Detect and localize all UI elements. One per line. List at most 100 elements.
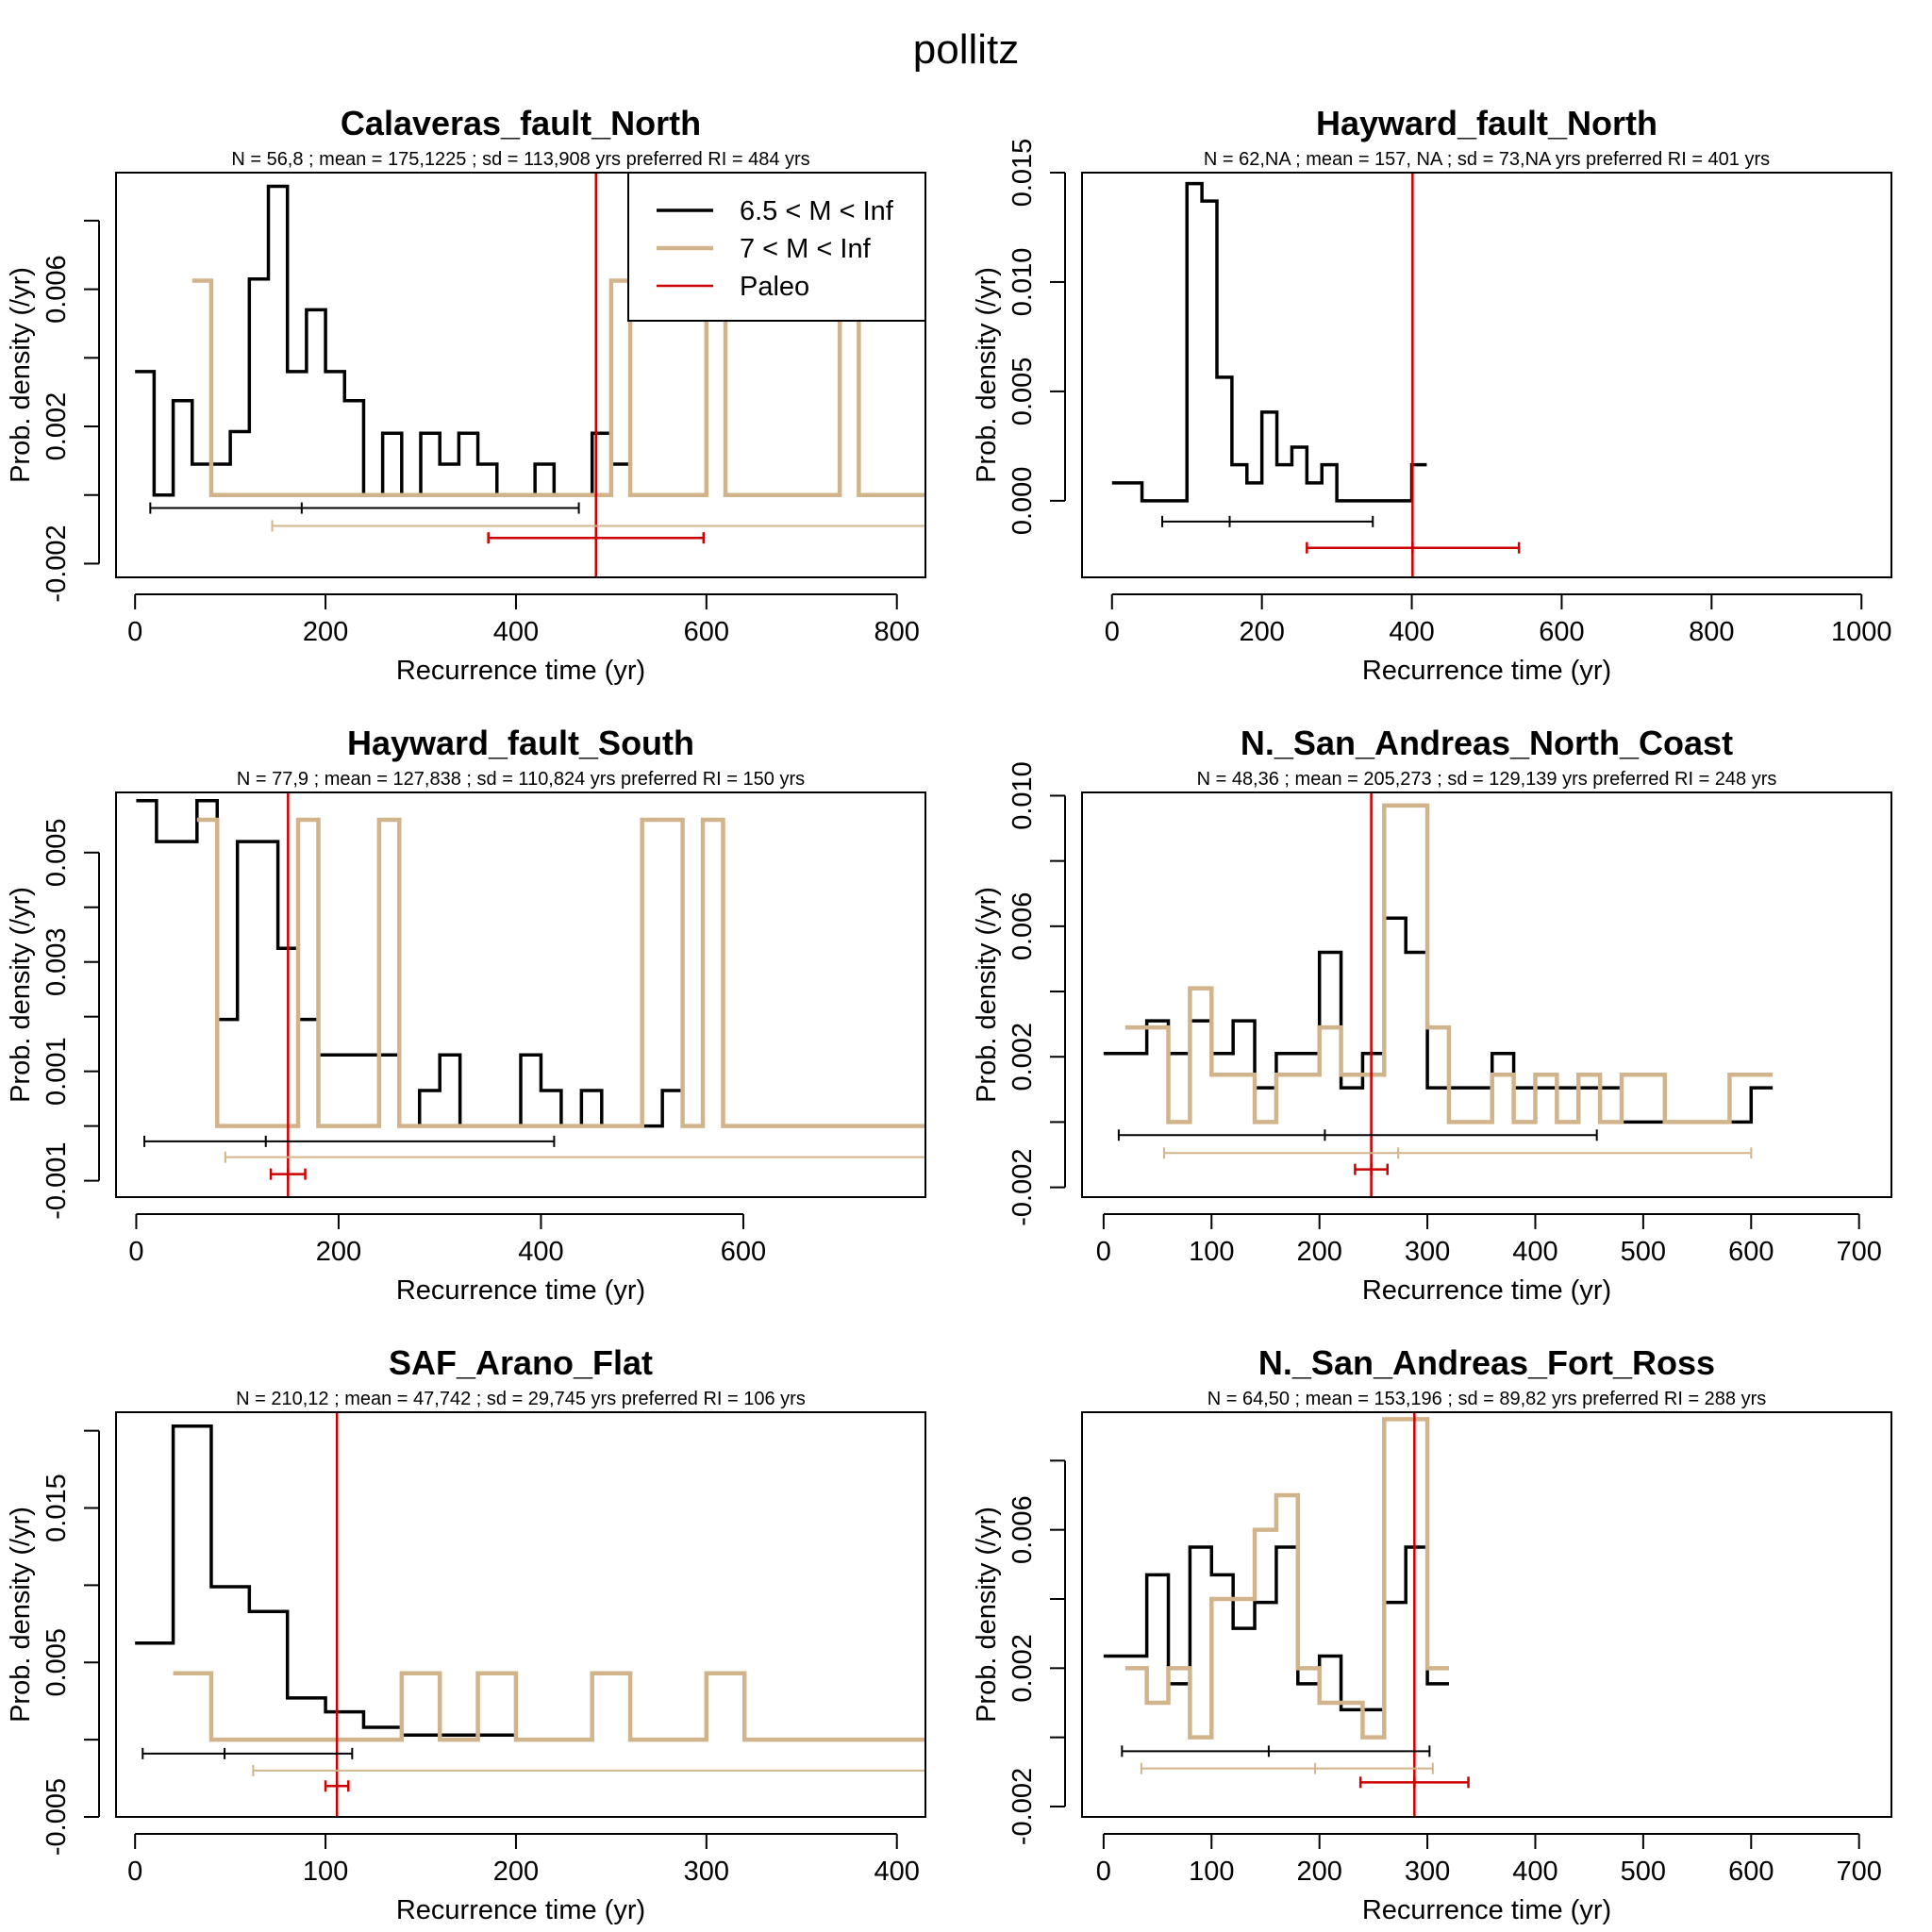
x-tick-label: 600 [684, 617, 729, 647]
legend: 6.5 < M < Inf 7 < M < Inf Paleo [627, 172, 926, 322]
x-tick-label: 400 [1389, 617, 1434, 647]
x-tick-label: 400 [1512, 1857, 1557, 1887]
x-tick-label: 500 [1621, 1857, 1666, 1887]
series-line-m65 [136, 798, 704, 1128]
plot-area [136, 792, 925, 1197]
plot-frame [1081, 172, 1892, 578]
x-tick-label: 400 [493, 617, 539, 647]
x-axis-label: Recurrence time (yr) [396, 1275, 645, 1306]
y-axis-label: Prob. density (/yr) [6, 267, 36, 483]
panel-subtitle: N = 77,9 ; mean = 127,838 ; sd = 110,824… [237, 769, 805, 790]
y-tick-label: 0.015 [42, 1474, 72, 1542]
x-tick-label: 200 [1239, 617, 1284, 647]
panel-title: N._San_Andreas_North_Coast [1241, 724, 1733, 762]
y-tick-label: -0.005 [42, 1778, 72, 1856]
y-tick-label: 0.002 [42, 392, 72, 461]
x-axis-label: Recurrence time (yr) [1362, 1895, 1611, 1925]
x-tick-label: 200 [303, 617, 348, 647]
panel-title: Calaveras_fault_North [341, 104, 701, 142]
panel-2: Hayward_fault_North N = 62,NA ; mean = 15… [972, 104, 1892, 686]
y-axis-label: Prob. density (/yr) [972, 887, 1002, 1103]
plot-frame [1081, 791, 1892, 1198]
series-line-m7 [1124, 1417, 1449, 1740]
plot-area [135, 1412, 925, 1817]
plot-frame [115, 791, 926, 1198]
x-tick-label: 0 [1096, 1237, 1111, 1267]
x-tick-label: 600 [1728, 1237, 1774, 1267]
series-line-m7 [1124, 803, 1774, 1124]
y-tick-label: 0.015 [1008, 139, 1038, 208]
panel-subtitle: N = 62,NA ; mean = 157, NA ; sd = 73,NA … [1204, 149, 1770, 170]
x-tick-label: 0 [1105, 617, 1120, 647]
y-tick-label: 0.010 [1008, 248, 1038, 317]
x-tick-label: 600 [721, 1237, 766, 1267]
panel-6: N._San_Andreas_Fort_Ross N = 64,50 ; mean… [972, 1343, 1892, 1925]
x-tick-label: 200 [493, 1857, 539, 1887]
y-tick-label: 0.005 [1008, 358, 1038, 426]
x-tick-label: 100 [1189, 1237, 1234, 1267]
panel-subtitle: N = 64,50 ; mean = 153,196 ; sd = 89,82 … [1208, 1389, 1767, 1409]
x-tick-label: 600 [1539, 617, 1584, 647]
x-tick-label: 0 [127, 1857, 142, 1887]
x-axis-label: Recurrence time (yr) [396, 656, 645, 686]
y-tick-label: 0.010 [1008, 761, 1038, 830]
panel-title: Hayward_fault_South [347, 724, 694, 762]
x-axis-label: Recurrence time (yr) [1362, 1275, 1611, 1306]
y-tick-label: 0.002 [1008, 1634, 1038, 1703]
x-tick-label: 400 [874, 1857, 920, 1887]
y-tick-label: 0.001 [42, 1037, 72, 1106]
x-tick-label: 400 [518, 1237, 563, 1267]
series-line-m7 [173, 1671, 925, 1742]
panel-subtitle: N = 210,12 ; mean = 47,742 ; sd = 29,745… [236, 1389, 806, 1409]
x-tick-label: 0 [128, 1237, 143, 1267]
x-tick-label: 700 [1836, 1237, 1881, 1267]
x-tick-label: 600 [1728, 1857, 1774, 1887]
x-tick-label: 400 [1512, 1237, 1557, 1267]
x-tick-label: 200 [1296, 1237, 1341, 1267]
y-tick-label: -0.001 [42, 1141, 72, 1219]
series-line-m65 [1103, 1545, 1449, 1712]
y-axis-label: Prob. density (/yr) [972, 267, 1002, 483]
x-tick-label: 200 [1296, 1857, 1341, 1887]
x-tick-label: 800 [1689, 617, 1734, 647]
y-tick-label: 0.002 [1008, 1023, 1038, 1091]
series-line-m7 [196, 817, 925, 1128]
y-tick-label: 0.006 [1008, 1495, 1038, 1564]
y-axis-label: Prob. density (/yr) [6, 887, 36, 1103]
series-line-m65 [135, 1424, 555, 1741]
panel-title: N._San_Andreas_Fort_Ross [1258, 1343, 1715, 1382]
plot-frame [115, 1411, 926, 1818]
plot-area [1103, 792, 1774, 1197]
plot-area [1103, 1412, 1470, 1817]
x-tick-label: 100 [303, 1857, 348, 1887]
y-tick-label: 0.005 [42, 818, 72, 887]
y-tick-label: 0.005 [42, 1628, 72, 1697]
x-tick-label: 0 [127, 617, 142, 647]
y-tick-label: 0.006 [42, 255, 72, 324]
series-line-m7 [192, 278, 925, 497]
x-tick-label: 700 [1836, 1857, 1881, 1887]
plot-area [135, 173, 925, 577]
x-axis-label: Recurrence time (yr) [396, 1895, 645, 1925]
y-tick-label: -0.002 [1008, 1768, 1038, 1845]
page-title: pollitz [912, 26, 1020, 73]
panel-4: N._San_Andreas_North_Coast N = 48,36 ; me… [972, 724, 1892, 1306]
legend-label: Paleo [740, 272, 809, 302]
x-tick-label: 0 [1096, 1857, 1111, 1887]
y-tick-label: 0.000 [1008, 467, 1038, 536]
x-tick-label: 800 [874, 617, 920, 647]
panel-3: Hayward_fault_South N = 77,9 ; mean = 127… [6, 724, 926, 1306]
plot-area [1111, 173, 1521, 577]
x-tick-label: 100 [1189, 1857, 1234, 1887]
y-tick-label: 0.006 [1008, 892, 1038, 961]
x-tick-label: 1000 [1831, 617, 1892, 647]
panel-5: SAF_Arano_Flat N = 210,12 ; mean = 47,742… [6, 1343, 926, 1925]
y-tick-label: 0.003 [42, 927, 72, 996]
panel-subtitle: N = 56,8 ; mean = 175,1225 ; sd = 113,90… [231, 149, 809, 170]
plot-frame [115, 172, 926, 578]
y-axis-label: Prob. density (/yr) [6, 1507, 36, 1723]
x-tick-label: 300 [1405, 1857, 1450, 1887]
x-tick-label: 200 [316, 1237, 361, 1267]
y-tick-label: -0.002 [1008, 1149, 1038, 1226]
panel-title: SAF_Arano_Flat [389, 1343, 653, 1382]
